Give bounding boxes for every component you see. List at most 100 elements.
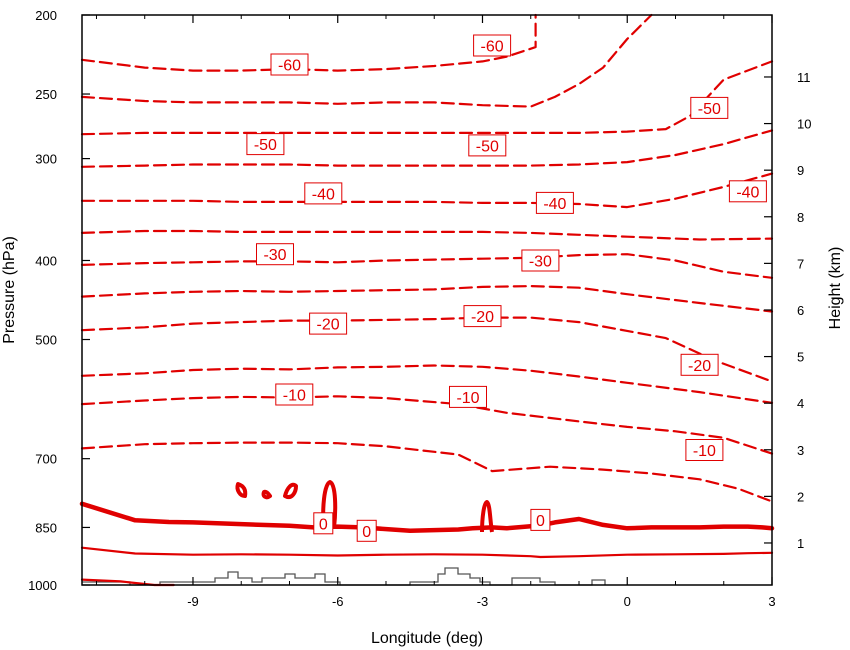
contour-label: -10	[275, 383, 314, 406]
height-axis-title: Height (km)	[827, 247, 844, 330]
contour-label-text: 0	[362, 524, 371, 541]
contour-label-box	[309, 312, 348, 335]
contour-label-text: -10	[693, 443, 716, 460]
contour-label: -40	[304, 182, 343, 205]
contour-line-minus-35	[80, 229, 774, 241]
height-tick-label: 5	[797, 350, 804, 365]
contour-label-box	[463, 305, 502, 328]
contour-label-box	[680, 353, 719, 376]
contour-label-text: -20	[317, 317, 340, 334]
contour-label-box	[275, 383, 314, 406]
contour-line-minus-5	[80, 441, 774, 503]
contour-label-box	[256, 243, 294, 266]
contour-label: -50	[690, 96, 729, 119]
contour-label-text: -50	[476, 138, 499, 155]
contour-label-box	[468, 134, 507, 157]
contour-line-minus-60	[80, 13, 537, 72]
pressure-tick-label: 500	[35, 333, 57, 348]
height-tick-label: 11	[797, 70, 811, 85]
contour-label-text: -30	[263, 247, 286, 264]
contour-label: -60	[270, 53, 309, 76]
terrain-outline	[82, 567, 606, 586]
contour-line-0	[79, 501, 775, 534]
contour-line-minus-40	[80, 172, 774, 209]
contour-line-minus-25	[80, 285, 774, 313]
height-tick-label: 10	[797, 117, 811, 132]
zero-contour-loop	[480, 500, 494, 533]
pressure-tick-label: 200	[35, 8, 57, 23]
height-tick-label: 2	[797, 489, 804, 504]
pressure-tick-label: 400	[35, 253, 57, 268]
contour-label-box	[530, 508, 551, 531]
contour-line-minus-55	[80, 13, 653, 108]
contour-line-5	[80, 546, 774, 559]
contour-label: -30	[256, 243, 294, 266]
contour-label-box	[535, 191, 574, 214]
contour-line-minus-30	[80, 253, 774, 279]
contour-label: -10	[685, 439, 724, 461]
height-tick-label: 9	[797, 163, 804, 178]
zero-contour-loop	[235, 482, 248, 498]
contour-label: -20	[463, 305, 502, 328]
contour-label-text: -50	[698, 101, 721, 118]
contour-label-text: -60	[481, 39, 504, 56]
x-tick-label: -6	[332, 594, 344, 609]
contour-label: 0	[356, 519, 377, 542]
contour-label: -40	[728, 180, 767, 203]
contour-label: -20	[680, 353, 719, 376]
x-tick-label: -3	[477, 594, 489, 609]
contour-label-text: -40	[736, 184, 759, 201]
zero-contour-closed-loops	[235, 480, 494, 533]
pressure-axis: 200 250 300 400 500 700 850 1000	[28, 8, 90, 593]
x-axis-title: Longitude (deg)	[371, 630, 483, 647]
pressure-axis-title: Pressure (hPa)	[1, 236, 18, 344]
contour-label: 0	[313, 512, 334, 535]
contour-label-box	[728, 180, 767, 203]
x-axis: -9 -6 -3 0 3	[95, 15, 776, 609]
x-tick-label: 3	[768, 594, 775, 609]
contour-label-box	[685, 439, 724, 461]
contour-label-box	[473, 34, 512, 57]
zero-contour-loop	[261, 489, 272, 500]
contour-label-box	[690, 96, 729, 119]
zero-contour-loop	[321, 480, 338, 529]
pressure-tick-label: 300	[35, 152, 57, 167]
contour-label-box	[521, 249, 560, 272]
contour-label-text: -10	[456, 390, 479, 407]
contour-label-text: -60	[278, 58, 301, 75]
height-axis: 1 2 3 4 5 6 7 8 9 10 11	[764, 70, 811, 551]
pressure-tick-label: 850	[35, 520, 57, 535]
height-tick-label: 1	[797, 536, 804, 551]
contour-label-text: -20	[471, 309, 494, 326]
contour-label-box	[304, 182, 343, 205]
terrain-outline-layer	[82, 567, 606, 586]
temperature-contour-layer	[79, 13, 775, 587]
contour-label-text: -50	[254, 137, 277, 154]
contour-line-minus-50	[80, 60, 774, 136]
height-tick-label: 8	[797, 210, 804, 225]
height-tick-label: 7	[797, 256, 804, 271]
contour-line-minus-20	[80, 316, 774, 383]
contour-label-text: -40	[312, 186, 335, 203]
contour-label: -10	[449, 385, 487, 408]
contour-label: -60	[473, 34, 512, 57]
contour-label-text: -10	[283, 388, 306, 405]
contour-label-box	[356, 519, 377, 542]
height-tick-label: 4	[797, 396, 804, 411]
contour-label: -30	[521, 249, 560, 272]
pressure-tick-label: 250	[35, 87, 57, 102]
contour-label-box	[246, 133, 285, 156]
x-tick-label: -9	[187, 594, 199, 609]
x-tick-label: 0	[624, 594, 631, 609]
contour-label-box	[313, 512, 334, 535]
pressure-tick-label: 700	[35, 452, 57, 467]
contour-label: -50	[468, 134, 507, 157]
contour-label-text: 0	[319, 516, 328, 533]
pressure-tick-label: 1000	[28, 578, 57, 593]
contour-label-text: -40	[543, 196, 566, 213]
contour-label-layer: -60 -60 -50 -50 -50 -40 -40 -40 -30 -30 -20 -20 -20 -…	[246, 34, 767, 542]
plot-frame	[81, 14, 773, 586]
zero-contour-loop	[283, 482, 298, 499]
contour-line-minus-15	[80, 364, 774, 404]
